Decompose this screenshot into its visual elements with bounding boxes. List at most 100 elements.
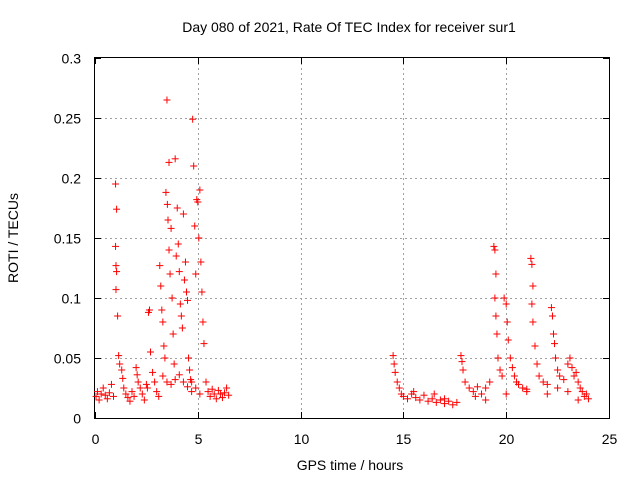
- data-point: [112, 242, 120, 250]
- data-point: [196, 390, 204, 398]
- data-point: [572, 368, 580, 376]
- data-point: [95, 396, 103, 404]
- data-point: [159, 372, 167, 380]
- data-point: [161, 354, 169, 362]
- grid-lines: [95, 58, 609, 418]
- data-point: [527, 254, 535, 262]
- data-point: [492, 312, 500, 320]
- data-point: [473, 383, 481, 391]
- data-point: [531, 342, 539, 350]
- data-point: [210, 390, 218, 398]
- data-point: [503, 318, 511, 326]
- data-point: [420, 391, 428, 399]
- x-axis-title: GPS time / hours: [297, 457, 404, 473]
- data-point: [194, 198, 202, 206]
- data-point: [478, 390, 486, 398]
- data-point: [564, 360, 572, 368]
- data-point: [578, 388, 586, 396]
- data-point: [163, 96, 171, 104]
- y-tick-label: 0.05: [54, 351, 81, 367]
- data-point: [105, 389, 113, 397]
- y-tick-label: 0.3: [62, 51, 82, 67]
- data-point: [543, 380, 551, 388]
- data-point: [197, 258, 205, 266]
- data-point: [186, 366, 194, 374]
- data-point: [500, 294, 508, 302]
- data-point: [528, 260, 536, 268]
- data-point: [533, 360, 541, 368]
- data-point: [453, 398, 461, 406]
- data-point: [508, 364, 516, 372]
- data-point: [391, 368, 399, 376]
- data-point: [502, 390, 510, 398]
- data-point: [208, 385, 216, 393]
- data-point: [192, 384, 200, 392]
- data-point: [428, 395, 436, 403]
- data-point: [493, 330, 501, 338]
- y-tick-labels: 0 0.05 0.1 0.15 0.2 0.25 0.3: [54, 51, 81, 427]
- data-point: [549, 330, 557, 338]
- data-point: [214, 386, 222, 394]
- data-point: [199, 318, 207, 326]
- data-point: [212, 395, 220, 403]
- data-point: [157, 282, 165, 290]
- data-point: [134, 378, 142, 386]
- data-point: [169, 330, 177, 338]
- data-point: [510, 372, 518, 380]
- data-point: [189, 115, 197, 123]
- data-point: [223, 384, 231, 392]
- data-point: [564, 388, 572, 396]
- data-point: [202, 378, 210, 386]
- data-point: [556, 372, 564, 380]
- data-point: [491, 294, 499, 302]
- data-point: [554, 366, 562, 374]
- data-point: [568, 364, 576, 372]
- data-point: [574, 396, 582, 404]
- data-point: [172, 252, 180, 260]
- data-point: [166, 270, 174, 278]
- data-point: [198, 288, 206, 296]
- data-point: [119, 374, 127, 382]
- data-point: [128, 388, 136, 396]
- y-tick-label: 0.1: [62, 291, 82, 307]
- data-point: [170, 360, 178, 368]
- data-point: [515, 380, 523, 388]
- data-point: [175, 268, 183, 276]
- data-point: [124, 394, 132, 402]
- data-point: [494, 354, 502, 362]
- data-point: [498, 372, 506, 380]
- data-point: [221, 389, 229, 397]
- data-point: [130, 392, 138, 400]
- data-point: [114, 312, 122, 320]
- data-point: [188, 388, 196, 396]
- data-point: [393, 378, 401, 386]
- data-point: [486, 378, 494, 386]
- data-point: [162, 188, 170, 196]
- data-point: [548, 312, 556, 320]
- data-point: [180, 276, 188, 284]
- data-point: [416, 396, 424, 404]
- data-point: [97, 390, 105, 398]
- x-tick-label: 5: [195, 431, 203, 447]
- data-point: [445, 397, 453, 405]
- data-point: [504, 336, 512, 344]
- data-point: [177, 312, 185, 320]
- data-point: [191, 222, 199, 230]
- data-point: [529, 318, 537, 326]
- data-point: [165, 246, 173, 254]
- data-point: [165, 158, 173, 166]
- data-point: [492, 270, 500, 278]
- data-point: [160, 342, 168, 350]
- data-point: [156, 262, 164, 270]
- data-point: [126, 397, 134, 405]
- data-point: [132, 364, 140, 372]
- data-point: [133, 371, 141, 379]
- plot-frame: [94, 57, 610, 419]
- data-point: [560, 376, 568, 384]
- data-point: [171, 376, 179, 384]
- data-point: [390, 360, 398, 368]
- x-tick-label: 15: [396, 431, 412, 447]
- x-tick-labels: 0 5 10 15 20 25: [92, 431, 618, 447]
- data-point: [182, 288, 190, 296]
